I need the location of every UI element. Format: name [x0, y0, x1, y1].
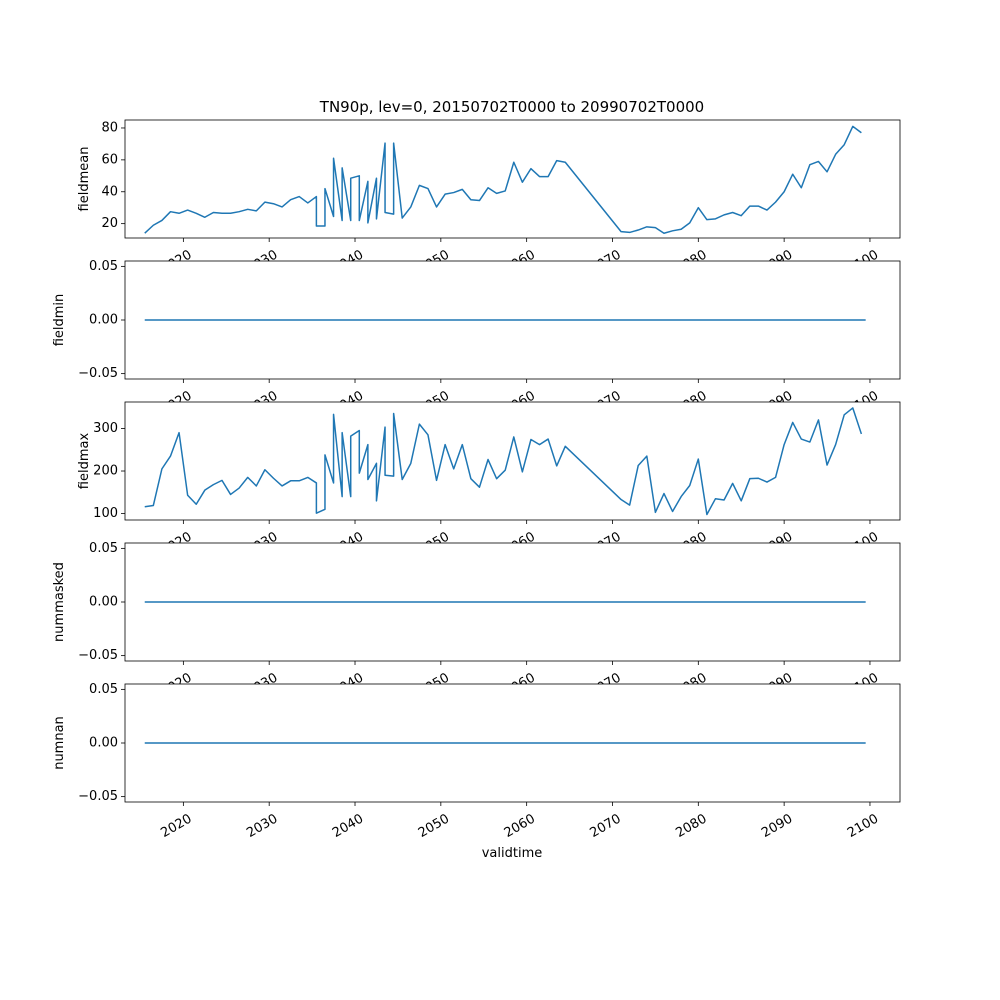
x-axis-label: validtime — [482, 846, 543, 861]
y-tick-label: 40 — [101, 184, 118, 199]
y-axis-label: numnan — [52, 716, 67, 770]
y-tick-label: −0.05 — [78, 648, 118, 663]
y-tick-label: 80 — [101, 120, 118, 135]
y-tick-label: 0.05 — [89, 541, 118, 556]
y-tick-label: −0.05 — [78, 366, 118, 381]
y-tick-label: 60 — [101, 152, 118, 167]
plot-area — [125, 120, 900, 238]
y-axis-label: fieldmax — [77, 433, 92, 490]
y-axis-label: nummasked — [52, 562, 67, 642]
series-line-fieldmean — [144, 125, 862, 234]
y-tick-label: 100 — [93, 506, 118, 521]
y-tick-label: 0.05 — [89, 682, 118, 697]
figure-title: TN90p, lev=0, 20150702T0000 to 20990702T… — [319, 98, 704, 116]
axes-frame — [124, 401, 901, 521]
y-tick-label: 20 — [101, 216, 118, 231]
panel-nummasked: 202020302040205020602070208020902100−0.0… — [52, 541, 901, 700]
y-axis-label: fieldmin — [52, 294, 67, 347]
series-line-fieldmax — [144, 407, 863, 516]
y-tick-label: 0.00 — [89, 595, 118, 610]
axes-frame — [124, 119, 901, 239]
y-tick-label: 0.00 — [89, 313, 118, 328]
plot-area — [125, 402, 900, 520]
y-tick-label: 200 — [93, 464, 118, 479]
y-tick-label: 0.00 — [89, 736, 118, 751]
y-tick-label: −0.05 — [78, 789, 118, 804]
y-axis-label: fieldmean — [77, 147, 92, 212]
subplot-panels: 2020203020402050206020702080209021002040… — [52, 119, 901, 841]
y-tick-label: 0.05 — [89, 259, 118, 274]
y-tick-label: 300 — [93, 421, 118, 436]
